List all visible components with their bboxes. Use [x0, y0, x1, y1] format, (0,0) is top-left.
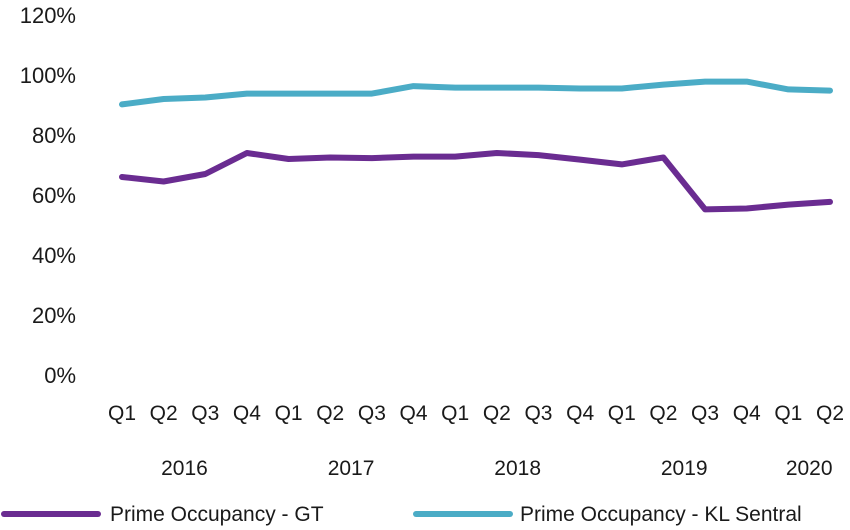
x-tick-label: Q4: [566, 402, 594, 425]
x-tick-label: Q4: [733, 402, 761, 425]
y-tick-label: 120%: [20, 3, 76, 28]
x-tick-label: Q3: [691, 402, 719, 425]
x-tick-label: Q4: [400, 402, 428, 425]
year-label: 2017: [328, 457, 375, 480]
year-label: 2016: [161, 457, 208, 480]
x-tick-label: Q1: [108, 402, 136, 425]
series-layer: [119, 78, 833, 213]
x-tick-label: Q3: [191, 402, 219, 425]
legend-label: Prime Occupancy - GT: [110, 503, 324, 526]
legend-label: Prime Occupancy - KL Sentral: [520, 503, 802, 526]
y-tick-label: 40%: [32, 243, 76, 268]
y-tick-label: 20%: [32, 303, 76, 328]
year-label: 2019: [661, 457, 708, 480]
x-axis: Q1 Q2 Q3 Q4 Q1 Q2 Q3 Q4 Q1 Q2 Q3 Q4 Q1 Q2 Q3 Q4 Q1 Q2: [108, 402, 844, 425]
year-label: 2018: [494, 457, 541, 480]
x-tick-label: Q2: [316, 402, 344, 425]
series-line-kl-sentral: [119, 78, 833, 108]
x-tick-label: Q4: [233, 402, 261, 425]
y-tick-label: 0%: [44, 363, 76, 388]
y-axis: 0% 20% 40% 60% 80% 100% 120%: [20, 3, 76, 388]
x-tick-label: Q1: [275, 402, 303, 425]
x-tick-label: Q1: [441, 402, 469, 425]
year-axis: 2016 2017 2018 2019 2020: [161, 457, 832, 480]
legend: Prime Occupancy - GT Prime Occupancy - KL…: [1, 503, 802, 526]
x-tick-label: Q3: [524, 402, 552, 425]
y-tick-label: 60%: [32, 183, 76, 208]
series-line-gt: [119, 150, 833, 213]
x-tick-label: Q2: [649, 402, 677, 425]
year-label: 2020: [786, 457, 833, 480]
x-tick-label: Q2: [483, 402, 511, 425]
x-tick-label: Q2: [816, 402, 844, 425]
x-tick-label: Q2: [150, 402, 178, 425]
y-tick-label: 100%: [20, 63, 76, 88]
y-tick-label: 80%: [32, 123, 76, 148]
x-tick-label: Q1: [774, 402, 802, 425]
x-tick-label: Q1: [608, 402, 636, 425]
x-tick-label: Q3: [358, 402, 386, 425]
